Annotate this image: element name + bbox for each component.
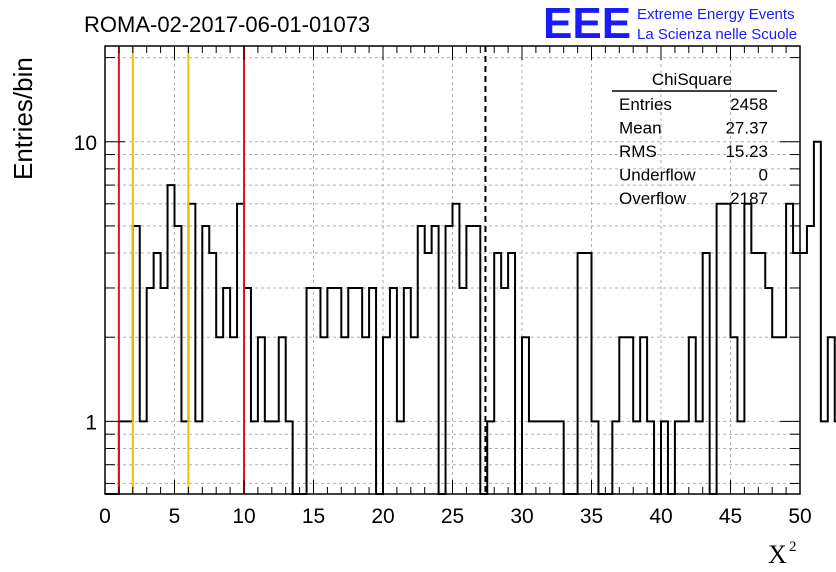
x-tick-label: 20 (371, 505, 394, 528)
x-axis-title: X 2 (768, 539, 797, 569)
x-axis-title-symbol: X (768, 540, 787, 569)
logo-line-2: La Scienza nelle Scuole (637, 26, 797, 43)
x-tick-label: 45 (719, 505, 742, 528)
x-tick-label: 0 (99, 505, 111, 528)
stats-value: 0 (759, 166, 768, 185)
y-tick-label: 10 (74, 132, 97, 155)
x-tick-label: 15 (302, 505, 325, 528)
x-tick-label: 25 (441, 505, 464, 528)
y-tick-label: 1 (85, 411, 97, 434)
stats-value: 2458 (730, 95, 768, 114)
stats-value: 15.23 (725, 142, 768, 161)
stats-label: Underflow (619, 166, 696, 185)
chart-title: ROMA-02-2017-06-01-01073 (84, 12, 370, 37)
x-axis-title-superscript: 2 (789, 539, 797, 555)
y-axis-title: Entries/bin (8, 57, 38, 180)
stats-label: Entries (619, 95, 672, 114)
stats-box: ChiSquare Entries 2458 Mean 27.37 RMS 15.23 Un… (612, 70, 777, 208)
x-tick-label: 5 (169, 505, 181, 528)
x-axis: 0 5 10 15 20 25 30 35 40 45 50 (99, 46, 812, 528)
y-axis: 1 10 (74, 57, 800, 484)
histogram-outline (105, 140, 836, 495)
eee-logo: EEE Extreme Energy Events La Scienza nel… (543, 0, 797, 48)
stats-value: 2187 (730, 189, 768, 208)
x-tick-label: 40 (649, 505, 672, 528)
x-tick-label: 50 (788, 505, 811, 528)
stats-value: 27.37 (725, 119, 768, 138)
stats-name: ChiSquare (652, 70, 732, 89)
logo-mark: EEE (543, 0, 631, 48)
stats-label: Overflow (619, 189, 687, 208)
x-tick-label: 35 (580, 505, 603, 528)
logo-line-1: Extreme Energy Events (637, 6, 795, 23)
marker-lines (117, 46, 245, 494)
x-tick-label: 10 (232, 505, 255, 528)
stats-label: Mean (619, 119, 662, 138)
x-tick-label: 30 (510, 505, 533, 528)
stats-label: RMS (619, 142, 657, 161)
